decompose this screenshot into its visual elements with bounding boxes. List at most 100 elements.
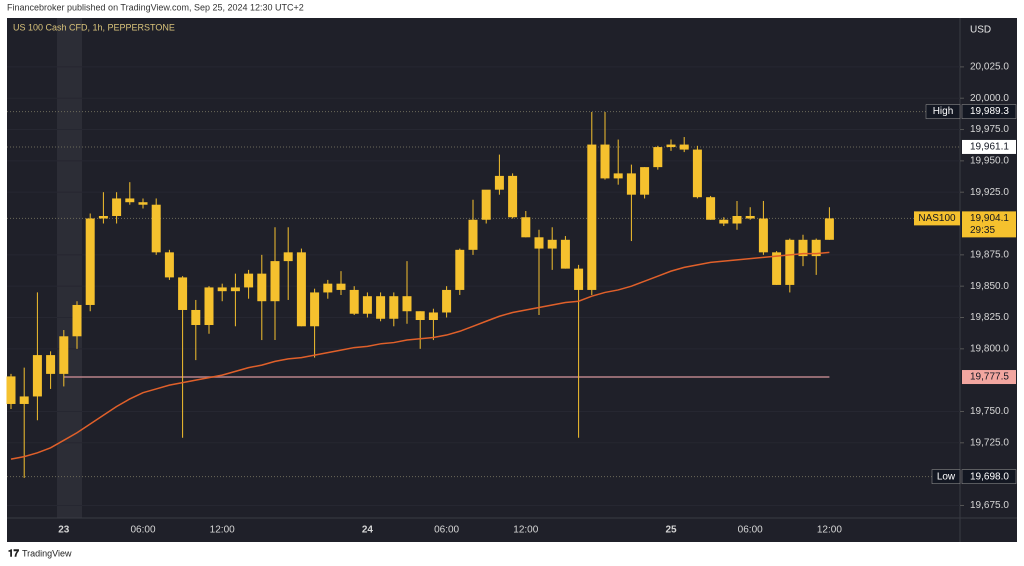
candle-body [640,167,650,195]
candle-body [244,273,254,288]
x-tick-label: 12:00 [817,525,842,536]
candle-body [376,296,386,319]
candle-body [336,283,346,290]
x-tick-label: 25 [665,525,677,536]
y-tick-label: 19,800.0 [970,343,1009,354]
price-badge [962,211,1016,238]
candle-body [19,396,29,404]
y-tick-label: 19,850.0 [970,281,1009,292]
countdown: 29:35 [970,225,995,236]
ema-line [10,251,830,460]
candle-body [692,149,702,198]
x-tick-label: 12:00 [210,525,235,536]
candle-body [521,217,531,238]
candle-body [719,219,729,224]
candle-body [785,239,795,285]
x-tick-label: 12:00 [513,525,538,536]
price-badge [961,104,1017,119]
candle-body [455,249,465,290]
candle-body [494,175,504,190]
price-badge [961,469,1017,484]
candle-body [217,287,227,292]
candle-body [310,292,320,327]
price-badge-label: 19,961.1 [970,142,1009,153]
y-tick-label: 19,975.0 [970,124,1009,135]
currency: USD [970,25,991,36]
price-badge-label: 19,904.1 [970,213,1009,224]
candle-body [732,215,742,224]
header: Financebroker published on TradingView.c… [7,2,304,12]
candle-body [666,144,676,148]
candle-body [98,215,108,219]
candle-body [706,197,716,220]
x-tick-label: 06:00 [738,525,763,536]
candle-body [72,304,82,337]
candle-body [389,296,399,319]
candle-body [442,289,452,313]
logo-mark: 𝟏𝟕 [8,549,20,560]
price-badge-label: 19,777.5 [970,372,1009,383]
candle-body [798,239,808,257]
name-badge [925,104,961,119]
y-tick-label: 19,925.0 [970,187,1009,198]
y-tick-label: 19,875.0 [970,249,1009,260]
candle-body [468,219,478,250]
candle-body [600,144,610,179]
candle-body [112,198,122,216]
candle-body [547,239,557,249]
candle-body [230,287,240,292]
candle-body [811,239,821,257]
name-badge [914,211,960,226]
price-badge-label: 19,989.3 [970,106,1009,117]
candle-body [257,273,267,302]
chart-background [7,18,1017,542]
candle-body [574,268,584,290]
y-tick-label: 19,675.0 [970,500,1009,511]
candle-body [125,198,135,203]
candle-body [402,296,412,312]
y-tick-label: 20,000.0 [970,93,1009,104]
candle-body [349,289,359,314]
candle-body [283,252,293,262]
y-tick-label: 19,750.0 [970,406,1009,417]
x-tick-label: 06:00 [434,525,459,536]
candle-body [415,311,425,321]
x-tick-label: 24 [362,525,374,536]
x-tick-label: 06:00 [130,525,155,536]
candle-body [560,239,570,269]
candle-body [534,237,544,249]
candle-body [270,261,280,302]
candle-body [679,144,689,150]
session-highlight [57,18,82,518]
candle-body [164,252,174,278]
candle-body [6,376,16,404]
y-tick-label: 19,950.0 [970,155,1009,166]
brand: TradingView [22,548,72,558]
candle-body [59,336,69,374]
candle-body [758,218,768,253]
candle-body [508,175,518,218]
candle-body [653,147,663,168]
name-badge-label: High [933,106,954,117]
candle-body [138,202,148,205]
name-badge-label: NAS100 [918,213,956,224]
candle-body [626,173,636,195]
candle-body [428,312,438,321]
candle-body [85,218,95,305]
candle-body [481,189,491,220]
candle-body [178,277,188,310]
price-badge [962,370,1016,385]
candle-body [824,218,834,240]
candle-body [204,287,214,326]
name-badge-label: Low [937,471,956,482]
candle-body [613,173,623,179]
candle-body [191,309,201,326]
y-tick-label: 19,725.0 [970,437,1009,448]
candle-body [32,355,42,397]
x-tick-label: 23 [58,525,70,536]
candle-body [296,252,306,327]
chart-title: US 100 Cash CFD, 1h, PEPPERSTONE [13,22,175,32]
candle-body [587,144,597,290]
